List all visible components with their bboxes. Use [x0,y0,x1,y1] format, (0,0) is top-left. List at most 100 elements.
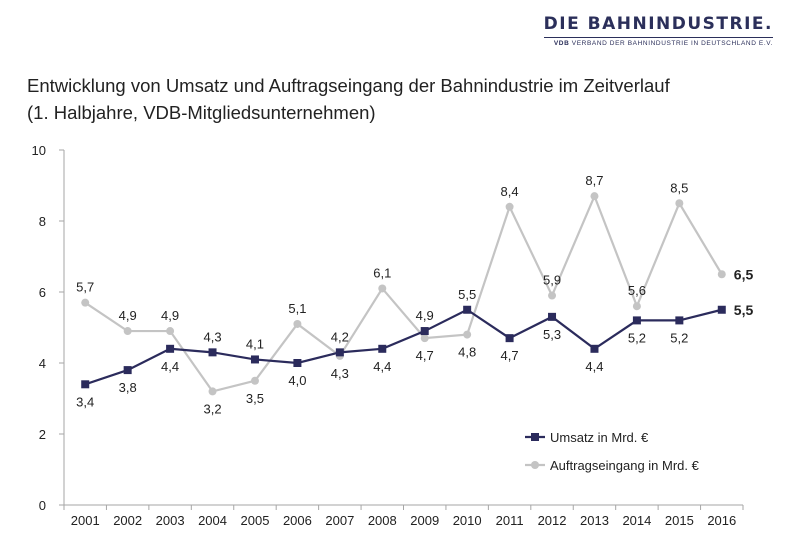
x-tick-label: 2011 [496,513,524,528]
data-point-circle [123,327,132,336]
logo-subtitle-abbr: VDB [553,40,570,47]
x-tick-label: 2002 [113,513,142,528]
data-label: 5,2 [628,330,646,345]
logo-wordmark: DIE BAHNINDUSTRIE. [543,14,773,34]
data-label: 4,7 [416,348,434,363]
data-label: 5,9 [543,273,561,288]
y-tick-label: 6 [39,285,46,300]
x-tick-label: 2008 [368,513,397,528]
y-tick-label: 0 [39,498,46,513]
data-point-square [166,344,175,353]
data-point-circle [632,302,641,311]
x-tick-label: 2012 [538,513,567,528]
series-line [84,193,723,393]
data-label: 5,5 [734,302,754,318]
data-label: 5,2 [670,330,688,345]
data-label: 3,2 [203,401,221,416]
data-label: 5,3 [543,327,561,342]
data-point-square [208,348,217,357]
series-line [84,308,723,386]
x-tick-label: 2013 [580,513,609,528]
y-tick-label: 10 [32,143,46,158]
data-point-square [81,380,90,389]
data-point-circle [250,376,259,385]
vdb-logo: DIE BAHNINDUSTRIE. VDB VERBAND DER BAHNI… [543,14,773,47]
chart-title-line2: (1. Halbjahre, VDB-Mitgliedsunternehmen) [27,102,376,123]
data-point-square [590,344,599,353]
data-point-circle [717,270,726,279]
data-label: 5,1 [288,301,306,316]
data-point-circle [675,199,684,208]
data-label: 8,7 [585,173,603,188]
data-label: 4,3 [203,329,221,344]
data-point-square [123,366,132,375]
data-point-square [250,355,259,364]
data-label: 5,7 [76,280,94,295]
data-label: 4,9 [119,308,137,323]
data-point-square [335,348,344,357]
y-tick-label: 8 [39,214,46,229]
x-tick-label: 2003 [156,513,185,528]
data-point-square [463,305,472,314]
data-point-circle [293,319,302,328]
data-point-square [293,359,302,367]
data-point-square [420,327,429,336]
data-point-circle [420,334,429,343]
data-label: 5,6 [628,283,646,298]
data-point-circle [81,298,90,307]
data-point-square [675,316,684,325]
data-label: 4,1 [246,336,264,351]
legend-marker-square [531,433,539,441]
y-tick-label: 4 [39,356,46,371]
data-point-circle [166,327,175,336]
data-label: 4,4 [161,359,179,374]
data-label: 4,3 [331,366,349,381]
x-tick-label: 2009 [410,513,439,528]
data-label: 3,5 [246,391,264,406]
y-tick-label: 2 [39,427,46,442]
data-point-circle [505,202,514,211]
data-label: 4,8 [458,345,476,360]
data-point-circle [208,387,217,396]
data-label: 3,8 [119,380,137,395]
x-tick-label: 2007 [325,513,354,528]
data-point-square [632,316,641,325]
data-label: 4,7 [501,348,519,363]
data-label: 4,9 [416,308,434,323]
data-point-square [505,334,514,343]
x-tick-label: 2001 [71,513,100,528]
data-point-circle [548,291,557,300]
chart-title: Entwicklung von Umsatz und Auftragseinga… [27,72,670,126]
data-point-square [717,305,726,314]
data-label: 4,2 [331,329,349,344]
data-point-square [548,312,557,321]
data-label: 6,1 [373,265,391,280]
data-point-circle [378,284,387,293]
data-label: 6,5 [734,266,754,282]
logo-divider [543,37,773,38]
data-label: 8,5 [670,180,688,195]
x-tick-label: 2015 [665,513,694,528]
data-label: 3,4 [76,394,94,409]
logo-subtitle: VDB VERBAND DER BAHNINDUSTRIE IN DEUTSCH… [544,40,773,47]
data-label: 5,5 [458,287,476,302]
x-tick-label: 2004 [198,513,227,528]
data-label: 8,4 [501,184,519,199]
x-tick-label: 2010 [453,513,482,528]
data-point-circle [590,192,599,201]
data-point-circle [463,330,472,339]
legend-label: Auftragseingang in Mrd. € [550,458,700,473]
legend-marker-circle [531,461,539,469]
data-label: 4,4 [373,359,391,374]
x-tick-label: 2014 [622,513,651,528]
chart-title-line1: Entwicklung von Umsatz und Auftragseinga… [27,75,670,96]
x-tick-label: 2006 [283,513,312,528]
data-label: 4,4 [585,359,603,374]
x-tick-label: 2016 [707,513,736,528]
data-label: 4,0 [288,373,306,388]
x-tick-label: 2005 [241,513,270,528]
data-point-square [378,344,387,353]
logo-subtitle-text: VERBAND DER BAHNINDUSTRIE IN DEUTSCHLAND… [571,40,773,47]
data-label: 4,9 [161,308,179,323]
